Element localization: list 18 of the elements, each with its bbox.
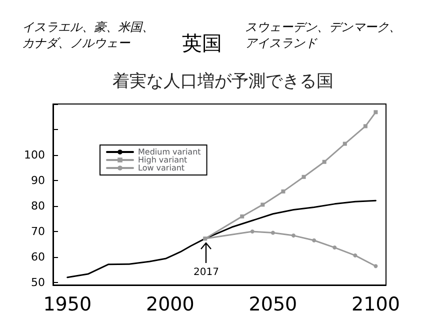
text: スウェーデン、デンマーク、アイスランド [245, 20, 402, 52]
x-tick-label: 2100 [352, 294, 400, 316]
legend-label: High variant [138, 156, 188, 164]
y-tick-label: 50 [31, 276, 45, 289]
x-tick-label: 2000 [146, 294, 194, 316]
text: イスラエル、豪、米国、カナダ、ノルウェー [22, 20, 155, 52]
y-tick-label: 70 [31, 224, 45, 238]
y-tick-label: 80 [31, 199, 45, 212]
legend-label: Medium variant [138, 148, 201, 156]
legend-label: Low variant [138, 164, 185, 172]
y-tick-label: 60 [31, 250, 45, 264]
y-tick-label: 100 [24, 148, 45, 162]
text: 英国 [182, 30, 222, 56]
x-tick-label: 2050 [248, 294, 298, 316]
y-tick-label: 90 [31, 174, 45, 187]
chart-title: 着実な人口増が予測できる国 [112, 72, 334, 92]
annotation: 2017 [194, 266, 219, 278]
x-tick-label: 1950 [43, 294, 92, 316]
